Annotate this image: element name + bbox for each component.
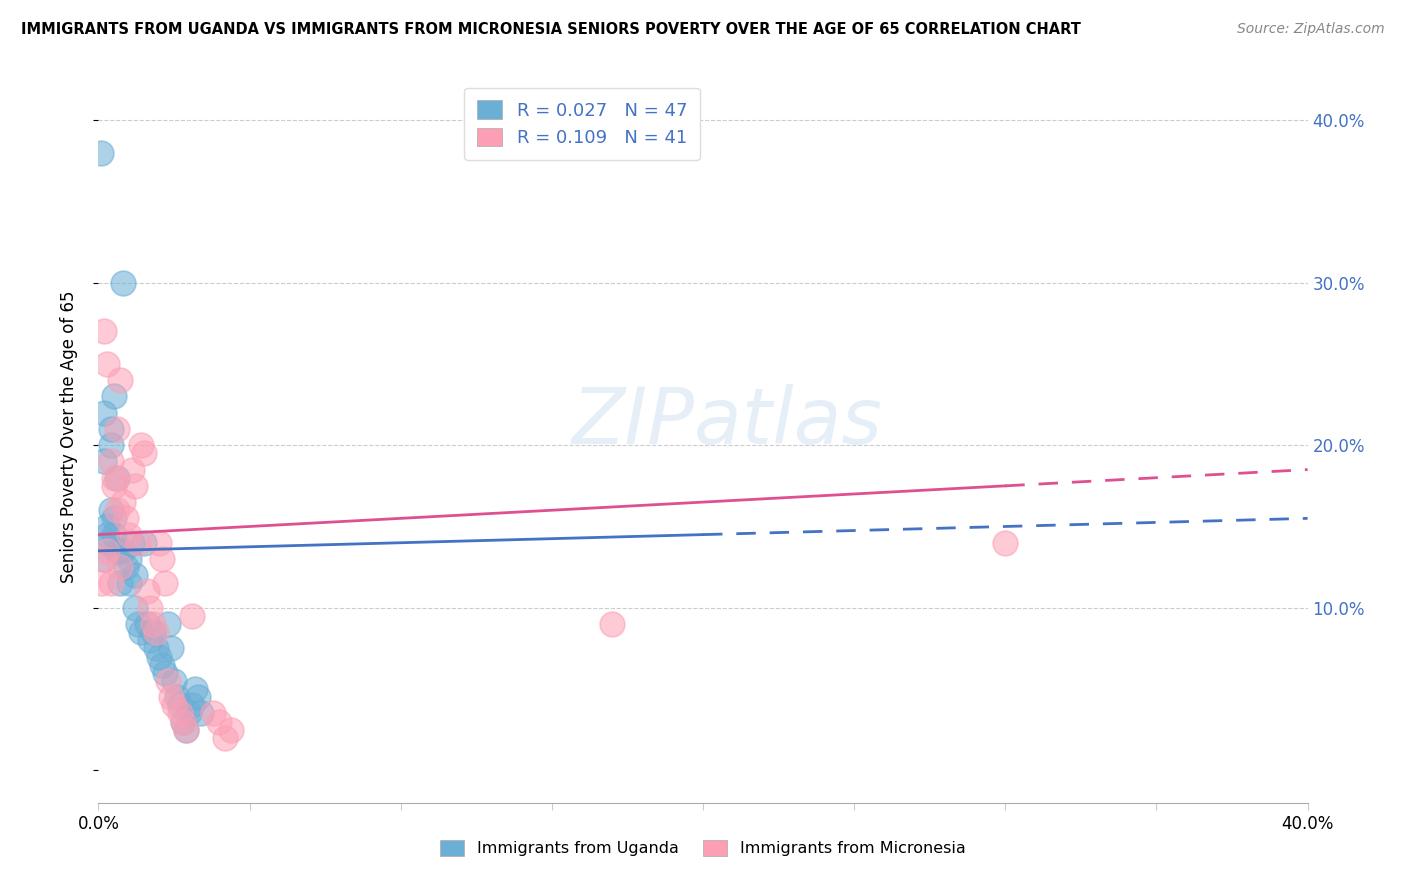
Point [163,698,186,713]
Point [114,511,136,525]
Point [96,519,118,533]
Point [100,576,122,591]
Point [103,479,125,493]
Point [156,617,179,632]
Point [93,552,115,566]
Point [127,535,149,549]
Point [172,714,194,729]
Point [602,617,624,632]
Point [129,438,152,452]
Point [135,617,157,632]
Point [208,714,231,729]
Point [142,625,165,640]
Point [150,552,173,566]
Text: ZIPatlas: ZIPatlas [572,384,883,460]
Point [105,544,128,558]
Text: IMMIGRANTS FROM UGANDA VS IMMIGRANTS FROM MICRONESIA SENIORS POVERTY OVER THE AG: IMMIGRANTS FROM UGANDA VS IMMIGRANTS FRO… [21,22,1081,37]
Point [93,325,115,339]
Point [121,535,143,549]
Point [105,422,128,436]
Point [181,698,204,713]
Point [127,617,149,632]
Point [108,373,131,387]
Point [132,446,155,460]
Point [179,706,201,721]
Point [124,479,146,493]
Text: Source: ZipAtlas.com: Source: ZipAtlas.com [1237,22,1385,37]
Point [100,438,122,452]
Point [129,625,152,640]
Point [105,503,128,517]
Point [145,641,167,656]
Point [111,276,134,290]
Point [100,454,122,468]
Point [169,706,191,721]
Point [118,527,141,541]
Point [174,723,197,737]
Point [187,690,209,705]
Point [166,690,188,705]
Point [108,560,131,574]
Point [139,633,162,648]
Point [103,389,125,403]
Point [118,576,141,591]
Point [190,706,212,721]
Point [202,706,225,721]
Point [105,471,128,485]
Point [160,641,183,656]
Point [93,552,115,566]
Point [135,584,157,599]
Point [108,544,131,558]
Legend: Immigrants from Uganda, Immigrants from Micronesia: Immigrants from Uganda, Immigrants from … [433,831,973,864]
Point [142,617,165,632]
Point [103,527,125,541]
Point [111,495,134,509]
Point [96,544,118,558]
Point [221,723,243,737]
Point [96,527,118,541]
Point [174,723,197,737]
Point [156,673,179,688]
Point [145,625,167,640]
Point [100,503,122,517]
Point [96,357,118,371]
Point [111,544,134,558]
Point [150,657,173,672]
Point [172,714,194,729]
Point [103,511,125,525]
Point [118,552,141,566]
Point [90,145,112,160]
Y-axis label: Seniors Poverty Over the Age of 65: Seniors Poverty Over the Age of 65 [59,291,77,583]
Point [184,681,207,696]
Point [160,690,183,705]
Point [93,454,115,468]
Point [169,698,191,713]
Point [124,568,146,582]
Point [153,576,176,591]
Point [108,576,131,591]
Point [153,665,176,680]
Point [93,406,115,420]
Point [100,422,122,436]
Point [103,471,125,485]
Point [148,535,170,549]
Point [132,535,155,549]
Point [90,576,112,591]
Point [148,649,170,664]
Point [994,535,1017,549]
Point [139,600,162,615]
Point [114,560,136,574]
Point [163,673,186,688]
Point [121,462,143,476]
Point [124,600,146,615]
Point [181,608,204,623]
Point [214,731,236,745]
Point [96,535,118,549]
